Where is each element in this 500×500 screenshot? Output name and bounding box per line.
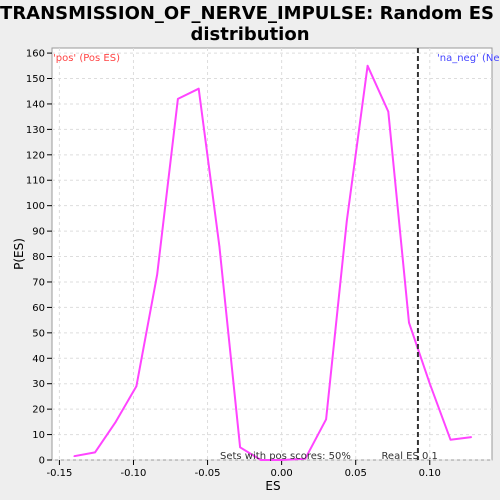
x-tick-label: 0.10 [419,468,441,479]
pos-score-annotation: Sets with pos scores: 50% [220,451,351,462]
y-tick-label: 40 [32,354,45,365]
y-tick-label: 80 [32,252,45,263]
real-es-label: Real ES 0.1 [381,451,437,462]
y-tick-label: 70 [32,277,45,288]
data-point [387,110,390,113]
data-point [346,220,348,222]
y-tick-label: 30 [32,379,45,390]
y-tick-label: 60 [32,303,45,314]
y-axis-ticks: 0 10 20 30 40 50 60 70 80 90 100 110 120 130 140 150 160 [26,49,52,467]
data-point [280,459,283,461]
x-axis-label: ES [265,479,280,493]
data-point [470,436,473,438]
y-axis-label: P(ES) [12,238,26,270]
data-point [94,451,96,454]
y-tick-label: 90 [32,227,45,238]
data-point [325,418,327,421]
x-axis-ticks: -0.15 -0.10 -0.05 0.00 0.05 0.10 [46,460,441,479]
y-tick-label: 120 [26,150,45,161]
series-line [74,64,472,461]
series-layer [73,64,473,461]
neg-legend-label: 'na_neg' (Ne [437,53,500,64]
y-tick-label: 0 [39,456,45,467]
data-point [156,273,158,276]
data-point [197,87,200,90]
y-tick-label: 150 [26,74,45,85]
data-point [177,98,179,100]
y-tick-label: 160 [26,49,45,60]
y-tick-label: 10 [32,430,45,441]
chart-title-line1: TRANSMISSION_OF_NERVE_IMPULSE: Random ES [0,3,494,24]
real-es-layer: Real ES 0.1 [381,48,438,462]
x-tick-label: 0.00 [270,468,292,479]
y-tick-label: 140 [26,99,45,110]
x-tick-label: -0.05 [195,468,221,479]
pos-legend-label: 'pos' (Pos ES) [53,53,120,64]
data-point [428,382,431,385]
data-point [366,65,369,67]
x-tick-label: 0.05 [345,468,367,479]
data-point [239,446,241,449]
y-tick-label: 130 [26,125,45,136]
data-point [218,245,221,248]
y-tick-label: 110 [26,176,45,187]
data-point [408,321,410,324]
plot-area [51,47,493,461]
chart-title-line2: distribution [190,24,309,45]
data-point [304,457,307,460]
y-tick-label: 20 [32,405,45,416]
data-point [73,455,76,457]
data-point [135,385,138,388]
y-tick-label: 50 [32,328,45,339]
x-tick-label: -0.10 [121,468,147,479]
y-tick-label: 100 [26,201,45,212]
x-tick-label: -0.15 [46,468,72,479]
data-point [260,459,262,461]
data-point [449,438,452,441]
data-point [114,421,117,423]
